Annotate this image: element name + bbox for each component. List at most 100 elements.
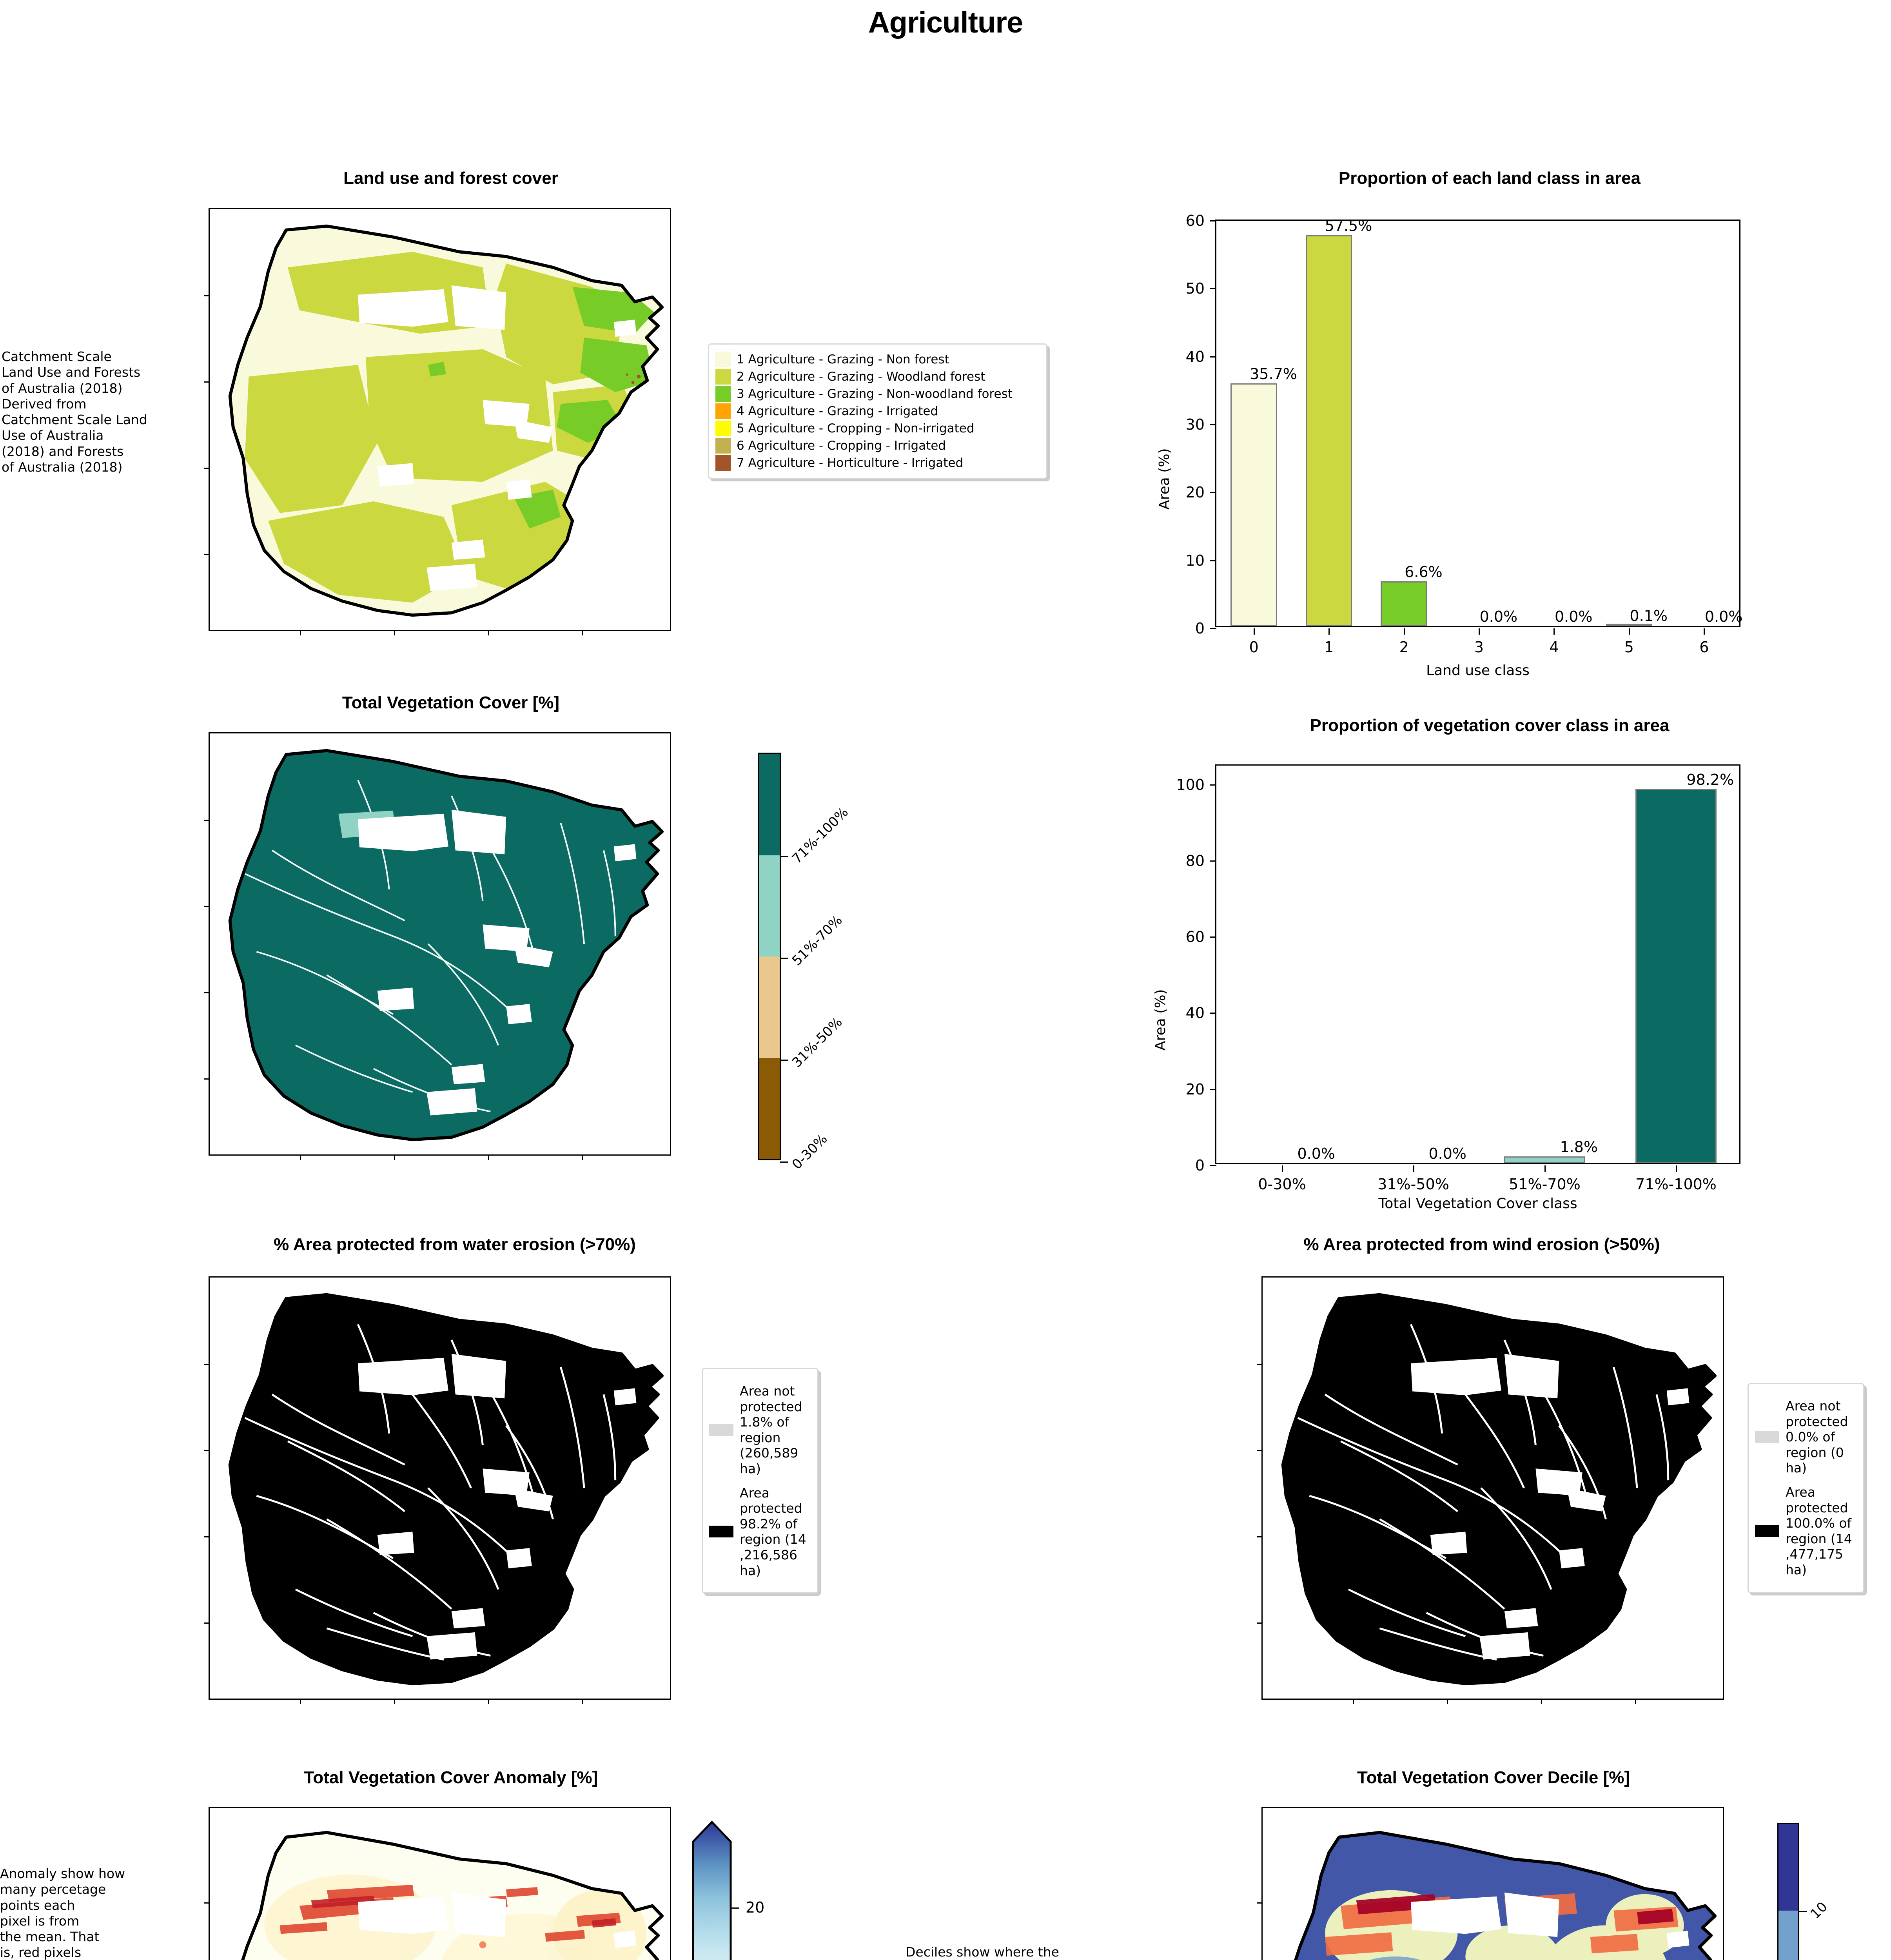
wind-erosion-legend-item: Area protected 100.0% of region (14 ,477… [1755,1485,1857,1578]
land-class-chart-title: Proportion of each land class in area [1338,169,1641,188]
land-class-bar-value-label: 0.0% [1479,608,1518,625]
veg-cover-colorbar-tick-label: 71%-100% [789,804,851,867]
land-class-bar[interactable] [1230,383,1278,626]
decile-panel-title: Total Vegetation Cover Decile [%] [1357,1768,1630,1787]
axis-tick [1541,1699,1542,1704]
y-axis-tick-mark [1210,628,1216,629]
legend-item-label: 7 Agriculture - Horticulture - Irrigated [737,456,964,470]
wind-erosion-map[interactable] [1257,1276,1724,1704]
land-use-legend-item: 6 Agriculture - Cropping - Irrigated [715,438,1040,454]
veg-class-plot-area[interactable]: 0 20 40 60 80 100 0.0% 0-30% 0.0% 31%-50% 1.8% 51%-… [1176,764,1740,1193]
decile-map-svg [1283,1831,1717,1960]
y-axis-tick-mark [1210,860,1216,862]
anomaly-colorbar-svg [692,1820,732,1960]
axis-tick [204,1622,210,1624]
veg-cover-colorbar: 0-30% 31%-50% 51%-70% 71%-100% [758,753,851,1172]
axis-tick [394,1699,395,1704]
land-use-legend-item: 2 Agriculture - Grazing - Woodland fores… [715,369,1040,385]
y-axis-tick-label: 40 [1185,1004,1205,1022]
legend-item-label: 3 Agriculture - Grazing - Non-woodland f… [737,387,1013,401]
anomaly-map-canvas [210,1808,670,1960]
colorbar-tick [780,856,788,857]
anomaly-explainer-note: Anomaly show how many percetage points e… [0,1866,125,1960]
y-axis-tick-mark [1210,288,1216,290]
legend-color-swatch [1755,1525,1779,1537]
land-use-legend-item: 7 Agriculture - Horticulture - Irrigated [715,455,1040,471]
veg-cover-map-canvas [210,733,670,1154]
colorbar-tick [780,958,788,959]
water-erosion-map-svg [228,1293,664,1686]
land-class-bar-value-label: 0.1% [1630,607,1668,624]
y-axis-tick-mark [1210,784,1216,786]
axis-tick [204,295,210,296]
veg-class-bar[interactable] [1635,789,1717,1163]
land-class-bar[interactable] [1381,581,1427,626]
legend-color-swatch [709,1424,733,1436]
axis-tick [204,468,210,469]
y-axis-tick-label: 100 [1176,776,1205,793]
y-axis-tick-mark [1210,936,1216,938]
wind-erosion-map-svg [1281,1293,1717,1686]
water-erosion-map-canvas [210,1278,670,1699]
land-class-bar[interactable] [1305,235,1352,626]
decile-map[interactable] [1257,1807,1724,1960]
axis-tick [582,1154,583,1160]
veg-cover-map[interactable] [204,732,671,1160]
axis-tick [394,630,395,635]
axis-tick [1447,1699,1448,1704]
legend-color-swatch [715,438,731,454]
land-class-bar-value-label: 57.5% [1325,217,1372,235]
x-axis-tick-label: 1 [1324,639,1334,656]
land-use-map-svg [228,224,664,617]
y-axis-tick-mark [1210,492,1216,494]
land-class-x-axis-label: Land use class [1426,662,1530,679]
water-erosion-legend: Area not protected 1.8% of region (260,5… [702,1368,818,1594]
page-title: Agriculture [868,6,1023,39]
axis-tick [1257,1902,1263,1904]
legend-color-swatch [1755,1431,1779,1443]
land-use-legend-item: 4 Agriculture - Grazing - Irrigated [715,403,1040,419]
veg-cover-colorbar-segment [759,754,780,855]
x-axis-tick-mark [1253,628,1255,635]
y-axis-tick-label: 0 [1195,620,1205,637]
axis-tick [204,381,210,383]
land-use-map[interactable] [204,208,671,635]
land-class-bar-chart: Proportion of each land class in area Ar… [1137,157,1842,706]
x-axis-tick-mark [1628,628,1630,635]
land-class-bar[interactable] [1606,624,1653,626]
wind-erosion-map-canvas [1263,1278,1723,1699]
veg-cover-colorbar-tick-label: 0-30% [789,1131,831,1173]
land-use-legend-item: 3 Agriculture - Grazing - Non-woodland f… [715,386,1040,402]
x-axis-tick-label: 2 [1399,639,1409,656]
legend-item-label: 1 Agriculture - Grazing - Non forest [737,352,949,367]
y-axis-tick-label: 0 [1195,1157,1205,1174]
axis-tick [488,1154,489,1160]
land-class-bar-value-label: 35.7% [1250,365,1297,383]
water-erosion-map[interactable] [204,1276,671,1704]
colorbar-tick [780,1060,788,1061]
y-axis-tick-mark [1210,560,1216,561]
land-class-bar-value-label: 0.0% [1704,608,1743,625]
land-use-panel-title: Land use and forest cover [343,169,558,188]
veg-class-bar-value-label: 98.2% [1686,771,1734,789]
x-axis-tick-label: 5 [1624,639,1634,656]
colorbar-tick [780,1161,788,1163]
legend-color-swatch [715,403,731,419]
legend-item-label: Area protected 98.2% of region (14 ,216,… [740,1485,806,1578]
decile-map-canvas [1263,1808,1723,1960]
colorbar-tick [1798,1911,1807,1912]
axis-tick [488,630,489,635]
wind-erosion-legend: Area not protected 0.0% of region (0 ha)… [1748,1383,1864,1593]
legend-item-label: Area not protected 1.8% of region (260,5… [740,1383,802,1476]
land-class-plot-area[interactable]: 0 10 20 30 40 50 60 35.7% 0 57.5% 1 6.6% 2 0.0% 3 0.0% 4… [1186,212,1743,656]
x-axis-tick-mark [1403,628,1405,635]
veg-class-bar[interactable] [1504,1156,1586,1163]
legend-item-label: Area not protected 0.0% of region (0 ha) [1786,1398,1848,1476]
veg-class-chart-title: Proportion of vegetation cover class in … [1310,716,1670,735]
x-axis-tick-mark [1544,1165,1546,1172]
legend-item-label: 5 Agriculture - Cropping - Non-irrigated [737,421,975,436]
water-erosion-legend-item: Area not protected 1.8% of region (260,5… [709,1383,811,1477]
anomaly-map[interactable] [204,1807,671,1960]
axis-tick [582,630,583,635]
legend-color-swatch [715,369,731,385]
